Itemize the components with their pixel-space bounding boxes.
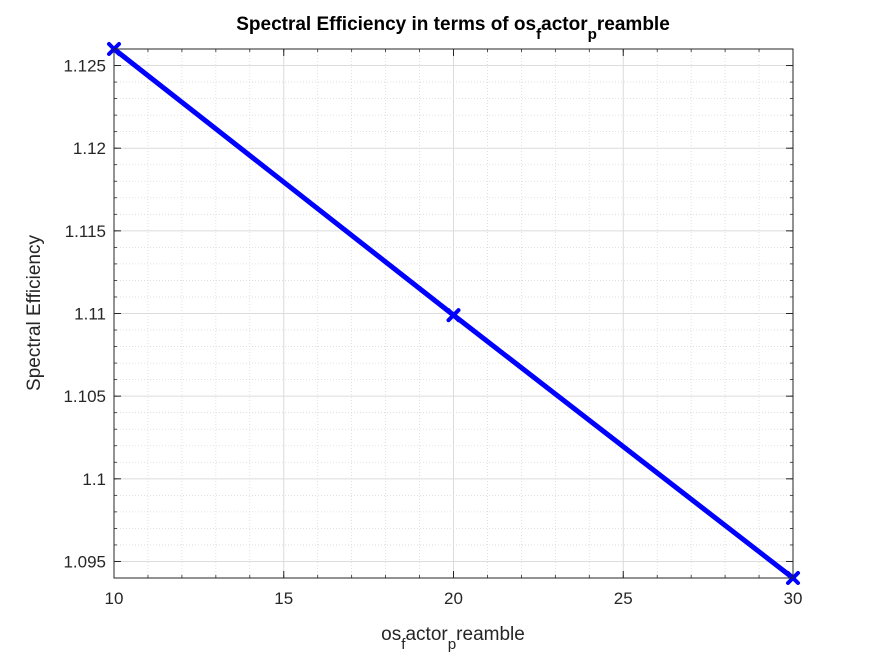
y-tick-label: 1.12: [73, 139, 106, 158]
y-tick-label: 1.115: [65, 222, 106, 241]
y-tick-label: 1.105: [63, 387, 106, 406]
data-point: [446, 308, 461, 323]
x-tick-label: 20: [444, 589, 463, 608]
chart-title: Spectral Efficiency in terms of osfactor…: [236, 14, 670, 43]
x-axis-label: osfactorpreamble: [381, 624, 525, 653]
x-tick-label: 30: [784, 589, 803, 608]
x-tick-label: 10: [105, 589, 124, 608]
x-tick-label: 25: [614, 589, 633, 608]
ticks-layer: 1.095 1.1 1.105 1.11 1.115 1.12 1.125 10 15 20 25 3…: [63, 57, 802, 608]
y-tick-label: 1.095: [63, 552, 106, 571]
axes-layer: [113, 48, 794, 579]
major-grid: [113, 49, 794, 578]
y-tick-label: 1.11: [74, 305, 106, 324]
y-tick-label: 1.1: [82, 470, 106, 489]
x-tick-label: 15: [274, 589, 293, 608]
y-axis-label: Spectral Efficiency: [24, 235, 45, 391]
y-tick-label: 1.125: [63, 57, 106, 76]
